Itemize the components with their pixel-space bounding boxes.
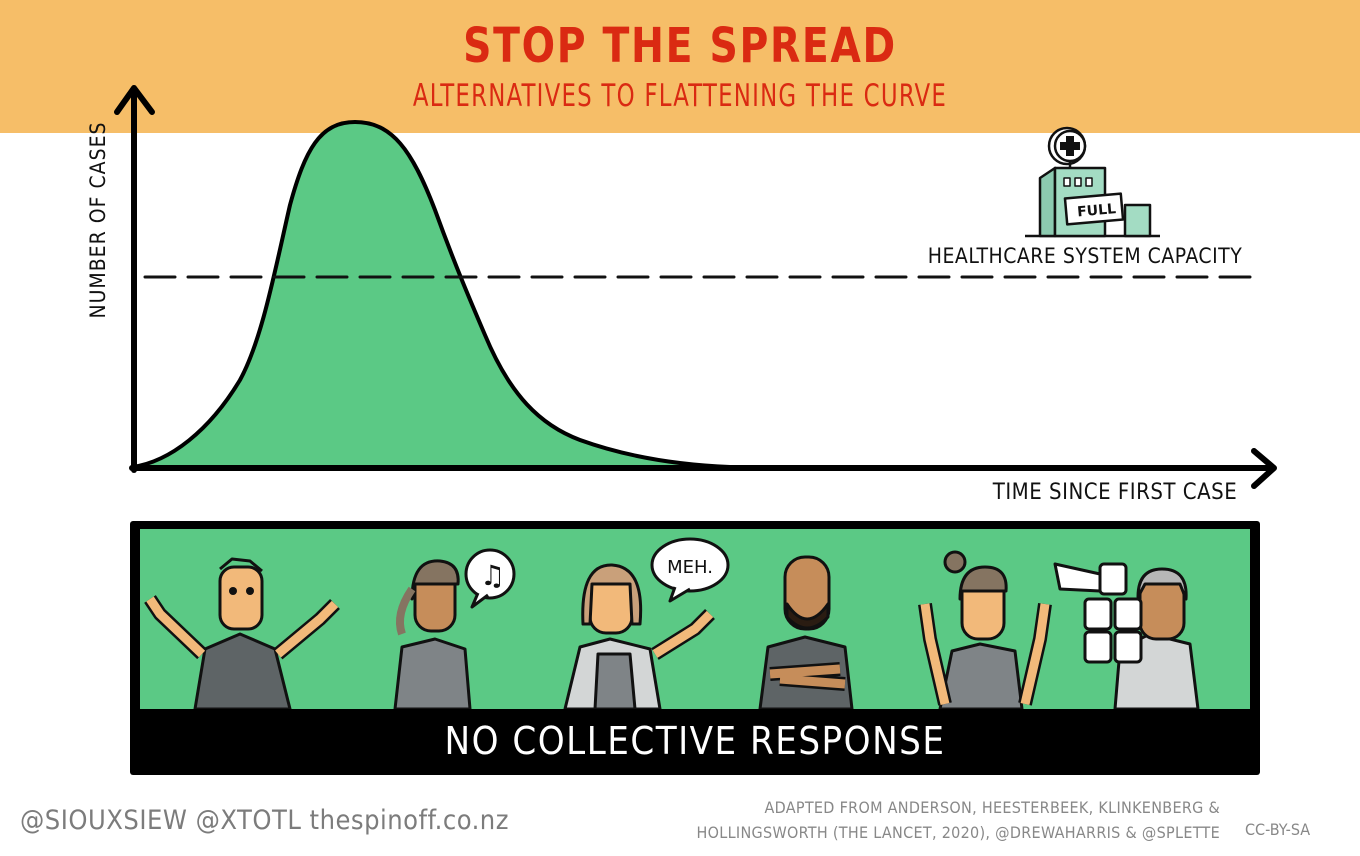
epidemic-curve-chart: FULL [114, 85, 1277, 489]
header-banner [0, 0, 1360, 133]
meh-woman-figure [563, 563, 715, 709]
characters-scene: ♫ MEH. [140, 529, 1250, 709]
hospital-icon: FULL [1025, 126, 1160, 238]
source-attribution: ADAPTED FROM ANDERSON, HEESTERBEEK, KLIN… [640, 795, 1220, 845]
page-subtitle: ALTERNATIVES TO FLATTENING THE CURVE [412, 78, 948, 114]
arms-crossed-man-figure [758, 555, 854, 709]
case-curve-area [130, 120, 732, 469]
panel-caption: NO COLLECTIVE RESPONSE [444, 719, 946, 763]
toilet-paper-hoarder-figure [1053, 562, 1200, 709]
toilet-paper-icon [1053, 562, 1143, 664]
music-bubble [464, 548, 516, 600]
page-title: STOP THE SPREAD [463, 18, 897, 74]
y-axis-arrow-icon [114, 85, 155, 115]
x-axis-arrow-icon [1251, 448, 1277, 489]
characters-illustration: ♫ MEH. [144, 537, 1200, 709]
y-axis-label: NUMBER OF CASES [86, 121, 110, 319]
x-axis-label: TIME SINCE FIRST CASE [992, 480, 1238, 505]
meh-bubble-text: MEH. [667, 557, 713, 578]
source-line-1: ADAPTED FROM ANDERSON, HEESTERBEEK, KLIN… [764, 798, 1220, 817]
meh-bubble [650, 537, 730, 593]
shrugging-man-figure [144, 557, 340, 709]
whistling-woman-figure [393, 559, 472, 709]
capacity-label: HEALTHCARE SYSTEM CAPACITY [927, 244, 1243, 268]
svg-text:FULL: FULL [1077, 201, 1117, 220]
author-credits: @SIOUXSIEW @XTOTL thespinoff.co.nz [20, 805, 509, 836]
alarmed-woman-figure [918, 550, 1052, 709]
license-label: CC-BY-SA [1245, 820, 1311, 839]
response-panel: ♫ MEH. NO COLLECTIVE RESPONSE [130, 521, 1260, 775]
source-line-2: HOLLINGSWORTH (THE LANCET, 2020), @DREWA… [696, 823, 1220, 842]
music-note-icon: ♫ [480, 559, 505, 592]
